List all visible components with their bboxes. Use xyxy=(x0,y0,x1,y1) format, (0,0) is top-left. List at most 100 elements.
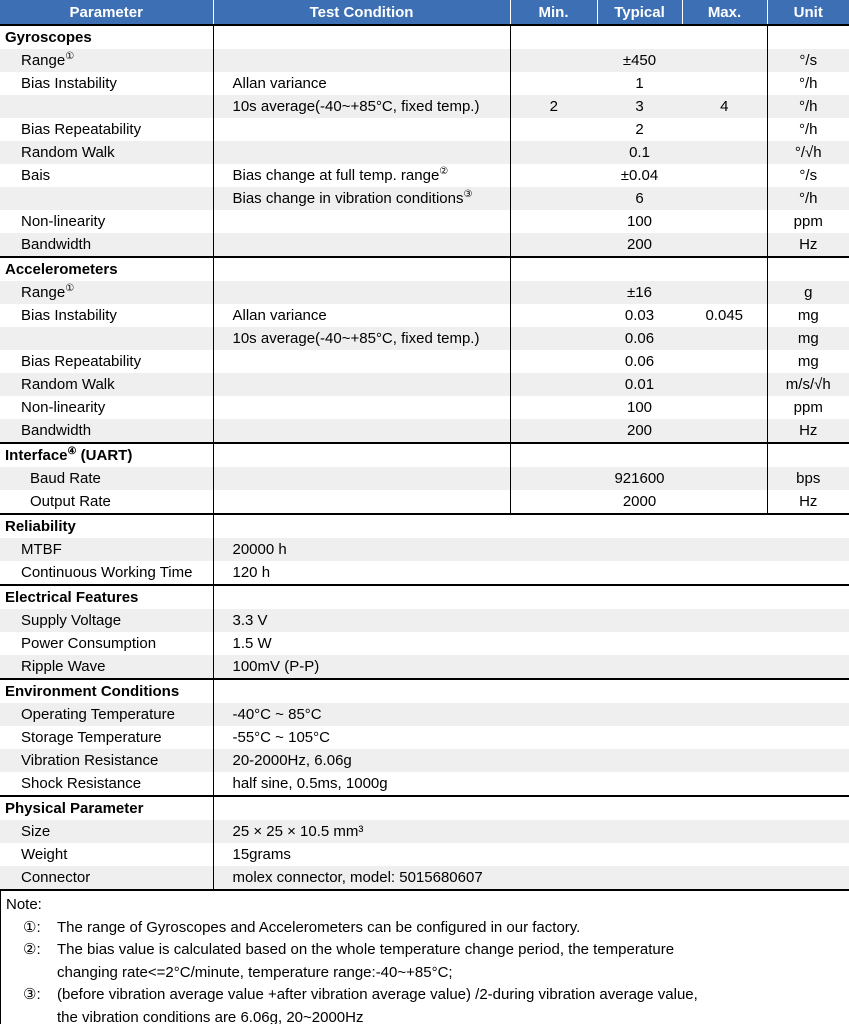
parameter-text: Bandwidth xyxy=(21,422,92,439)
unit-cell-text: Hz xyxy=(799,236,818,253)
table-row: Supply Voltage 3.3 V xyxy=(0,609,849,632)
min-cell-text: 2 xyxy=(549,98,558,115)
value-cell: molex connector, model: 5015680607 xyxy=(213,866,849,889)
max-cell xyxy=(682,467,768,490)
table-row: Operating Temperature -40°C ~ 85°C xyxy=(0,703,849,726)
value-text: 1.5 W xyxy=(232,635,272,652)
section-title-suffix: (UART) xyxy=(76,447,133,464)
condition-text: 10s average(-40~+85°C, fixed temp.) xyxy=(232,330,480,347)
min-cell xyxy=(510,304,597,327)
max-cell xyxy=(682,327,768,350)
parameter-cell-text: Power Consumption xyxy=(21,635,157,652)
typical-cell-text: 0.1 xyxy=(629,144,650,161)
empty-cell xyxy=(213,24,511,49)
max-cell xyxy=(682,141,768,164)
condition-cell xyxy=(213,118,511,141)
condition-cell xyxy=(213,373,511,396)
header-typical: Typical xyxy=(597,0,683,25)
parameter-text: Non-linearity xyxy=(21,399,106,416)
value-text: 20-2000Hz, 6.06g xyxy=(232,752,352,769)
header-min: Min. xyxy=(510,0,598,25)
typical-cell: 2000 xyxy=(597,490,682,514)
typical-cell-text: ±0.04 xyxy=(620,167,659,184)
typical-cell-text: 1 xyxy=(635,75,644,92)
notes: Note: ①: The range of Gyroscopes and Acce… xyxy=(0,889,849,1024)
typical-cell: 100 xyxy=(597,396,682,419)
value-cell: half sine, 0.5ms, 1000g xyxy=(213,772,849,796)
unit-cell: °/h xyxy=(767,95,849,118)
unit-cell: mg xyxy=(767,327,849,350)
parameter-cell: Vibration Resistance xyxy=(0,749,214,772)
parameter-text: Non-linearity xyxy=(21,213,106,230)
note-line: The range of Gyroscopes and Acceleromete… xyxy=(57,918,581,936)
section-header-row: Physical Parameter xyxy=(0,795,849,820)
unit-cell-text: °/s xyxy=(799,52,818,69)
table-row: Bias Instability Allan variance 0.03 0.04… xyxy=(0,304,849,327)
unit-cell: g xyxy=(767,281,849,304)
unit-cell-text: ppm xyxy=(793,213,823,230)
table-row: Connector molex connector, model: 5015680… xyxy=(0,866,849,889)
min-cell xyxy=(510,467,597,490)
unit-cell-text: Hz xyxy=(799,422,818,439)
parameter-cell-text: Storage Temperature xyxy=(21,729,162,746)
footnote-mark: ② xyxy=(439,166,449,177)
parameter-cell-text: MTBF xyxy=(21,541,62,558)
section-title-text: Interface xyxy=(5,447,68,464)
section-header-row: Gyroscopes xyxy=(0,24,849,49)
section-title: Reliability xyxy=(0,513,214,538)
max-cell xyxy=(682,118,768,141)
typical-cell-text: 200 xyxy=(626,422,653,439)
table-row: Bias Repeatability 2 °/h xyxy=(0,118,849,141)
unit-cell: °/h xyxy=(767,118,849,141)
footnote-mark: ① xyxy=(65,51,75,62)
typical-cell: 2 xyxy=(597,118,682,141)
max-cell xyxy=(682,373,768,396)
table-row: Non-linearity 100 ppm xyxy=(0,210,849,233)
unit-cell: Hz xyxy=(767,490,849,514)
parameter-cell: Weight xyxy=(0,843,214,866)
typical-cell: 1 xyxy=(597,72,682,95)
header-parameter: Parameter xyxy=(0,0,214,25)
table-row: MTBF 20000 h xyxy=(0,538,849,561)
unit-cell-text: ppm xyxy=(793,399,823,416)
value-text: 3.3 V xyxy=(232,612,268,629)
condition-text: 10s average(-40~+85°C, fixed temp.) xyxy=(232,98,480,115)
parameter-cell: Bandwidth xyxy=(0,233,214,257)
table-row: Bandwidth 200 Hz xyxy=(0,419,849,443)
condition-cell xyxy=(213,233,511,257)
parameter-cell: Bandwidth xyxy=(0,419,214,443)
parameter-cell-text: Continuous Working Time xyxy=(21,564,193,581)
parameter-text: Baud Rate xyxy=(30,470,101,487)
condition-cell: Allan variance xyxy=(213,72,511,95)
max-cell xyxy=(682,490,768,514)
table-row: Random Walk 0.1 °/√h xyxy=(0,141,849,164)
typical-cell: 921600 xyxy=(597,467,682,490)
condition-text: Bias change in vibration conditions xyxy=(232,190,464,207)
parameter-text: Range xyxy=(21,284,66,301)
parameter-cell: Range① xyxy=(0,281,214,304)
parameter-cell: Operating Temperature xyxy=(0,703,214,726)
value-text: 120 h xyxy=(232,564,271,581)
condition-text: Allan variance xyxy=(232,75,327,92)
empty-cell xyxy=(510,256,768,281)
condition-text: Bias change at full temp. range xyxy=(232,167,440,184)
min-cell xyxy=(510,49,597,72)
typical-cell: 200 xyxy=(597,419,682,443)
note-mark: ①: xyxy=(23,918,41,936)
condition-cell: Bias change at full temp. range② xyxy=(213,164,511,187)
condition-cell xyxy=(213,350,511,373)
value-cell: 1.5 W xyxy=(213,632,849,655)
typical-cell-text: 100 xyxy=(626,399,653,416)
section-header-row: Electrical Features xyxy=(0,584,849,609)
min-cell xyxy=(510,396,597,419)
typical-cell: 0.01 xyxy=(597,373,682,396)
unit-cell-text: g xyxy=(804,284,813,301)
parameter-text: Bandwidth xyxy=(21,236,92,253)
unit-cell: mg xyxy=(767,304,849,327)
empty-cell xyxy=(767,256,849,281)
table-row: Bias Repeatability 0.06 mg xyxy=(0,350,849,373)
note-item: ③: (before vibration average value +after… xyxy=(6,984,844,1024)
min-cell xyxy=(510,187,597,210)
table-row: Bandwidth 200 Hz xyxy=(0,233,849,257)
